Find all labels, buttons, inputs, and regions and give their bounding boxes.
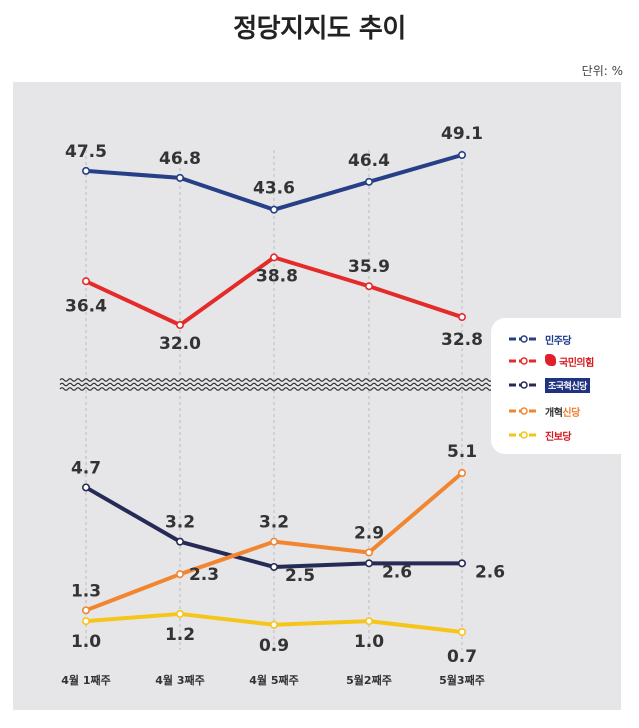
x-tick-label-4: 5월2째주 [346, 673, 392, 687]
legend-item-rebuilding: 조국혁신당 [509, 376, 590, 394]
point-progressive-5 [457, 627, 466, 636]
legend-swatch-reform [509, 406, 539, 416]
data-label-democratic-3: 43.6 [253, 179, 295, 199]
data-label-ppp-1: 36.4 [65, 296, 107, 316]
point-rebuilding-1 [82, 483, 91, 492]
point-democratic-3 [269, 205, 278, 214]
data-label-ppp-4: 35.9 [348, 257, 390, 277]
point-democratic-1 [82, 166, 91, 175]
point-reform-2 [176, 570, 185, 579]
point-progressive-3 [269, 620, 278, 629]
point-ppp-1 [82, 277, 91, 286]
point-reform-3 [269, 537, 278, 546]
point-democratic-2 [176, 173, 185, 182]
point-rebuilding-4 [364, 559, 373, 568]
legend-label-progressive: 진보당 [545, 431, 572, 443]
unit-label: 단위: % [581, 64, 623, 78]
point-rebuilding-2 [176, 537, 185, 546]
data-label-democratic-4: 46.4 [348, 151, 390, 171]
point-reform-5 [457, 468, 466, 477]
data-label-rebuilding-1: 4.7 [71, 458, 101, 478]
data-label-progressive-4: 1.0 [354, 632, 384, 652]
data-label-democratic-5: 49.1 [441, 124, 483, 144]
legend-item-democratic: 민주당 [509, 330, 572, 348]
point-progressive-1 [82, 617, 91, 626]
data-label-reform-1: 1.3 [71, 581, 101, 601]
point-reform-1 [82, 606, 91, 615]
legend-label-ppp: 국민의힘 [545, 353, 594, 369]
legend-swatch-rebuilding [509, 380, 539, 390]
ppp-logo-icon [545, 353, 556, 366]
point-rebuilding-3 [269, 562, 278, 571]
data-label-ppp-2: 32.0 [159, 334, 201, 354]
axis-break-line-1 [59, 378, 493, 382]
data-label-reform-4: 2.9 [354, 524, 384, 544]
data-label-reform-3: 3.2 [259, 513, 289, 533]
legend-item-reform: 개혁신당 [509, 402, 580, 420]
axis-break-line-2 [59, 382, 493, 387]
legend-text-reform-accent: 신당 [562, 407, 580, 419]
legend-swatch-democratic [509, 334, 539, 344]
x-tick-label-2: 4월 3째주 [155, 673, 205, 687]
legend-label-rebuilding: 조국혁신당 [545, 377, 590, 393]
x-tick-label-1: 4월 1째주 [61, 673, 111, 687]
data-label-reform-5: 5.1 [447, 442, 477, 462]
chart-title: 정당지지도 추이 [233, 14, 406, 44]
point-democratic-4 [364, 177, 373, 186]
point-rebuilding-5 [457, 559, 466, 568]
legend-label-democratic: 민주당 [545, 335, 572, 347]
data-label-democratic-1: 47.5 [65, 142, 107, 162]
point-progressive-4 [364, 617, 373, 626]
data-label-rebuilding-3: 2.5 [285, 566, 315, 586]
data-label-rebuilding-2: 3.2 [165, 513, 195, 533]
legend-item-progressive: 진보당 [509, 426, 572, 444]
point-progressive-2 [176, 609, 185, 618]
data-label-progressive-1: 1.0 [71, 632, 101, 652]
data-label-progressive-2: 1.2 [165, 625, 195, 645]
data-label-rebuilding-4: 2.6 [382, 562, 412, 582]
data-label-democratic-2: 46.8 [159, 149, 201, 169]
legend-text-reform-prefix: 개혁 [545, 407, 563, 419]
legend-label-reform: 개혁신당 [545, 404, 580, 419]
legend-text-ppp: 국민의힘 [559, 357, 594, 369]
x-tick-label-3: 4월 5째주 [249, 673, 299, 687]
data-label-progressive-5: 0.7 [447, 647, 477, 667]
axis-break-line-3 [59, 387, 493, 391]
point-reform-4 [364, 548, 373, 557]
point-ppp-3 [269, 253, 278, 262]
legend-item-ppp: 국민의힘 [509, 352, 594, 370]
data-label-reform-2: 2.3 [189, 565, 219, 585]
x-tick-label-5: 5월3째주 [439, 673, 485, 687]
data-label-ppp-5: 32.8 [441, 330, 483, 350]
point-ppp-4 [364, 282, 373, 291]
legend: 민주당 국민의힘 조국혁신당 개혁신당 진보당 [491, 318, 631, 454]
point-ppp-5 [457, 313, 466, 322]
point-democratic-5 [457, 151, 466, 160]
legend-swatch-ppp [509, 356, 539, 366]
data-label-progressive-3: 0.9 [259, 636, 289, 656]
data-label-rebuilding-5: 2.6 [475, 562, 505, 582]
legend-swatch-progressive [509, 430, 539, 440]
point-ppp-2 [176, 320, 185, 329]
data-label-ppp-3: 38.8 [256, 266, 298, 286]
